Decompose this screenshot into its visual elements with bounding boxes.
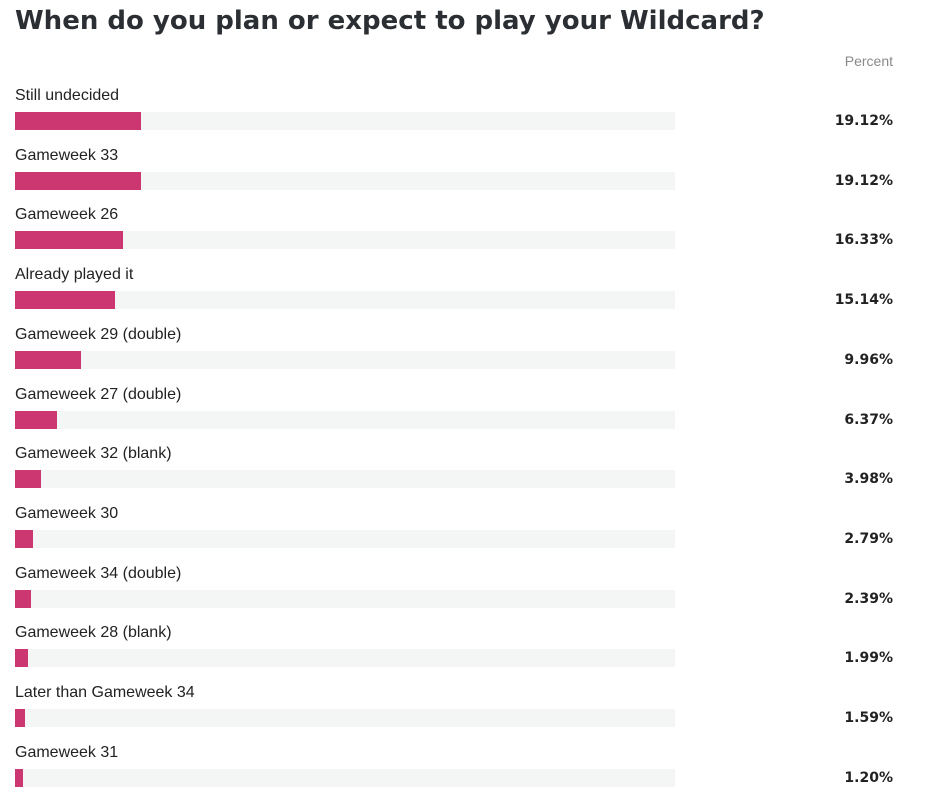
- bar: [15, 649, 29, 668]
- bar-track: [15, 470, 675, 489]
- category-label: Already played it: [15, 266, 134, 284]
- value-label: 3.98%: [844, 471, 893, 488]
- bar-row: Gameweek 32 (blank) 3.98%: [0, 444, 928, 504]
- bar-track: [15, 709, 675, 727]
- value-label: 1.20%: [844, 769, 893, 786]
- value-label: 2.39%: [844, 590, 893, 607]
- bar-track: [15, 291, 675, 310]
- category-label: Gameweek 30: [15, 504, 119, 522]
- bar: [15, 171, 142, 190]
- bar: [15, 589, 31, 608]
- bar-row: Gameweek 34 (double) 2.39%: [0, 564, 928, 624]
- bar: [15, 291, 115, 310]
- bar: [15, 709, 26, 727]
- bar: [15, 350, 81, 369]
- bar-track: [15, 649, 675, 668]
- bar-row: Gameweek 26 16.33%: [0, 205, 928, 265]
- category-label: Still undecided: [15, 87, 120, 104]
- bar-row: Gameweek 31 1.20%: [0, 743, 928, 803]
- value-label: 19.12%: [834, 172, 893, 189]
- category-label: Gameweek 33: [15, 146, 119, 164]
- category-label: Gameweek 28 (blank): [15, 624, 172, 642]
- value-label: 15.14%: [834, 292, 893, 309]
- bar-row: Gameweek 28 (blank) 1.99%: [0, 623, 928, 683]
- category-label: Gameweek 34 (double): [15, 564, 182, 582]
- bar-track: [15, 350, 675, 369]
- category-label: Gameweek 32 (blank): [15, 445, 172, 463]
- category-label: Gameweek 31: [15, 743, 119, 761]
- bar: [15, 112, 142, 130]
- bar-track: [15, 410, 675, 429]
- bar-track: [15, 171, 675, 190]
- value-label: 19.12%: [834, 113, 893, 129]
- category-label: Gameweek 26: [15, 206, 119, 224]
- category-label: Later than Gameweek 34: [15, 684, 195, 701]
- bar: [15, 529, 34, 548]
- bar: [15, 410, 58, 429]
- bar-row: Gameweek 33 19.12%: [0, 146, 928, 206]
- bar-track: [15, 112, 675, 130]
- bar-track: [15, 589, 675, 608]
- value-label: 1.99%: [844, 650, 893, 667]
- bar: [15, 470, 42, 489]
- bar-track: [15, 231, 675, 250]
- value-label: 1.59%: [844, 710, 893, 726]
- category-label: Gameweek 27 (double): [15, 385, 182, 403]
- bar-track: [15, 529, 675, 548]
- bar-row: Still undecided 19.12%: [0, 86, 928, 146]
- value-label: 9.96%: [844, 351, 893, 368]
- bar: [15, 768, 23, 787]
- bar-row: Gameweek 29 (double) 9.96%: [0, 325, 928, 385]
- value-label: 16.33%: [834, 232, 893, 249]
- bar-row: Gameweek 30 2.79%: [0, 504, 928, 564]
- bar: [15, 231, 123, 250]
- bar-row: Already played it 15.14%: [0, 265, 928, 325]
- percent-column-header: Percent: [844, 53, 893, 69]
- bar-row: Gameweek 27 (double) 6.37%: [0, 385, 928, 445]
- bar-track: [15, 768, 675, 787]
- value-label: 2.79%: [844, 530, 893, 547]
- bar-row: Later than Gameweek 34 1.59%: [0, 683, 928, 743]
- chart-title: When do you plan or expect to play your …: [15, 6, 765, 36]
- category-label: Gameweek 29 (double): [15, 325, 182, 343]
- value-label: 6.37%: [844, 411, 893, 428]
